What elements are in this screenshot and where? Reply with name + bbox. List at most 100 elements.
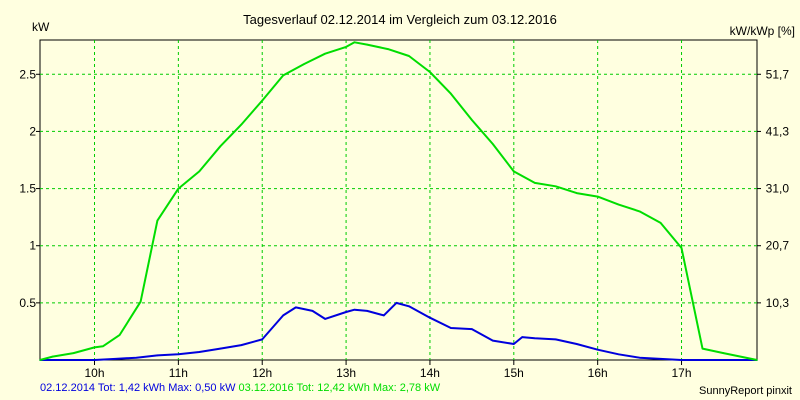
data-point <box>722 352 725 354</box>
data-point <box>353 308 356 311</box>
right-axis-unit: kW/kWp [%] <box>730 24 795 38</box>
data-point <box>93 346 96 349</box>
y-tick-label-right: 51,7 <box>766 67 790 81</box>
data-point <box>450 327 452 329</box>
data-point <box>534 182 536 184</box>
grid-lines <box>40 40 757 360</box>
data-point <box>282 314 285 317</box>
data-point <box>471 119 473 121</box>
y-tick-label-left: 1 <box>29 239 36 253</box>
x-axis-ticks: 10h 11h 12h 13h 14h 15h 16h 17h <box>84 360 692 380</box>
data-point <box>366 310 368 312</box>
data-point <box>303 63 306 65</box>
y-tick-label-left: 2.5 <box>19 67 36 81</box>
data-point <box>177 187 180 190</box>
data-point <box>680 359 683 361</box>
chart-title: Tagesverlauf 02.12.2014 im Vergleich zum… <box>243 12 557 27</box>
data-point <box>617 353 620 356</box>
data-point <box>261 338 264 341</box>
x-tick-label: 14h <box>420 366 440 380</box>
data-point <box>521 336 523 338</box>
data-point <box>240 123 243 126</box>
data-point <box>240 344 243 346</box>
data-point <box>345 311 347 313</box>
data-point <box>638 356 641 359</box>
data-point <box>156 219 159 222</box>
data-point <box>324 52 326 55</box>
data-point <box>722 359 725 361</box>
data-point <box>450 92 452 95</box>
data-point <box>114 358 117 360</box>
data-point <box>102 345 104 348</box>
data-point <box>554 185 557 188</box>
data-point <box>295 306 297 309</box>
data-point <box>429 71 431 73</box>
data-point <box>387 48 389 50</box>
data-point <box>680 247 683 249</box>
data-point <box>324 318 326 320</box>
data-point <box>554 338 557 341</box>
data-point <box>282 74 285 77</box>
y-tick-label-left: 2 <box>29 124 36 138</box>
data-point <box>408 305 410 308</box>
data-point <box>366 43 368 46</box>
data-point <box>429 316 431 319</box>
series-1 <box>39 41 758 361</box>
data-point <box>261 99 264 102</box>
data-point <box>39 359 41 361</box>
left-axis-unit: kW <box>32 20 50 34</box>
data-point <box>51 355 54 358</box>
x-tick-label: 11h <box>169 366 188 380</box>
y-tick-label-right: 10,3 <box>766 296 790 310</box>
legend-summary: 02.12.2014 Tot: 1,42 kWh Max: 0,50 kW 03… <box>40 382 440 394</box>
y-tick-label-right: 20,7 <box>766 239 790 253</box>
data-point <box>756 359 758 361</box>
data-point <box>139 300 142 303</box>
plot-area <box>39 39 758 361</box>
data-point <box>177 353 180 356</box>
right-y-axis-ticks: 10,3 20,7 31,0 41,3 51,7 <box>757 67 789 310</box>
x-tick-label: 15h <box>504 366 524 380</box>
data-point <box>93 359 96 361</box>
data-point <box>659 222 662 224</box>
data-point <box>575 343 578 345</box>
data-point <box>492 143 494 145</box>
data-point <box>513 343 515 345</box>
data-point <box>513 170 515 173</box>
x-tick-label: 13h <box>336 366 356 380</box>
data-point <box>135 356 138 359</box>
x-tick-label: 17h <box>672 366 692 380</box>
data-point <box>198 351 201 353</box>
data-point <box>383 314 385 317</box>
data-point <box>395 302 398 304</box>
y-tick-label-right: 41,3 <box>766 124 790 138</box>
legend-series-2014: 02.12.2014 Tot: 1,42 kWh Max: 0,50 kW <box>40 382 236 394</box>
data-point <box>596 195 599 198</box>
data-point <box>638 210 641 213</box>
left-y-axis-ticks: 0.5 1 1.5 2 2.5 <box>19 67 40 310</box>
data-point <box>701 359 704 361</box>
data-point <box>659 358 662 360</box>
y-tick-label-left: 0.5 <box>19 296 36 310</box>
x-tick-label: 16h <box>588 366 608 380</box>
data-point <box>118 334 121 336</box>
data-point <box>701 347 704 350</box>
data-point <box>311 310 314 312</box>
data-point <box>471 328 473 330</box>
data-point <box>156 354 159 357</box>
y-tick-label-right: 31,0 <box>766 182 790 196</box>
credit-text: SunnyReport pinxit <box>699 385 792 397</box>
data-point <box>534 337 536 340</box>
data-point <box>492 339 494 342</box>
y-tick-label-left: 1.5 <box>19 182 36 196</box>
data-point <box>219 145 222 148</box>
x-tick-label: 12h <box>252 366 272 380</box>
data-point <box>617 203 620 206</box>
legend-series-2016: 03.12.2016 Tot: 12,42 kWh Max: 2,78 kW <box>238 382 441 394</box>
series-lines <box>39 41 758 361</box>
data-point <box>575 192 578 194</box>
data-point <box>51 359 54 361</box>
data-point <box>353 41 356 44</box>
data-point <box>72 359 75 361</box>
